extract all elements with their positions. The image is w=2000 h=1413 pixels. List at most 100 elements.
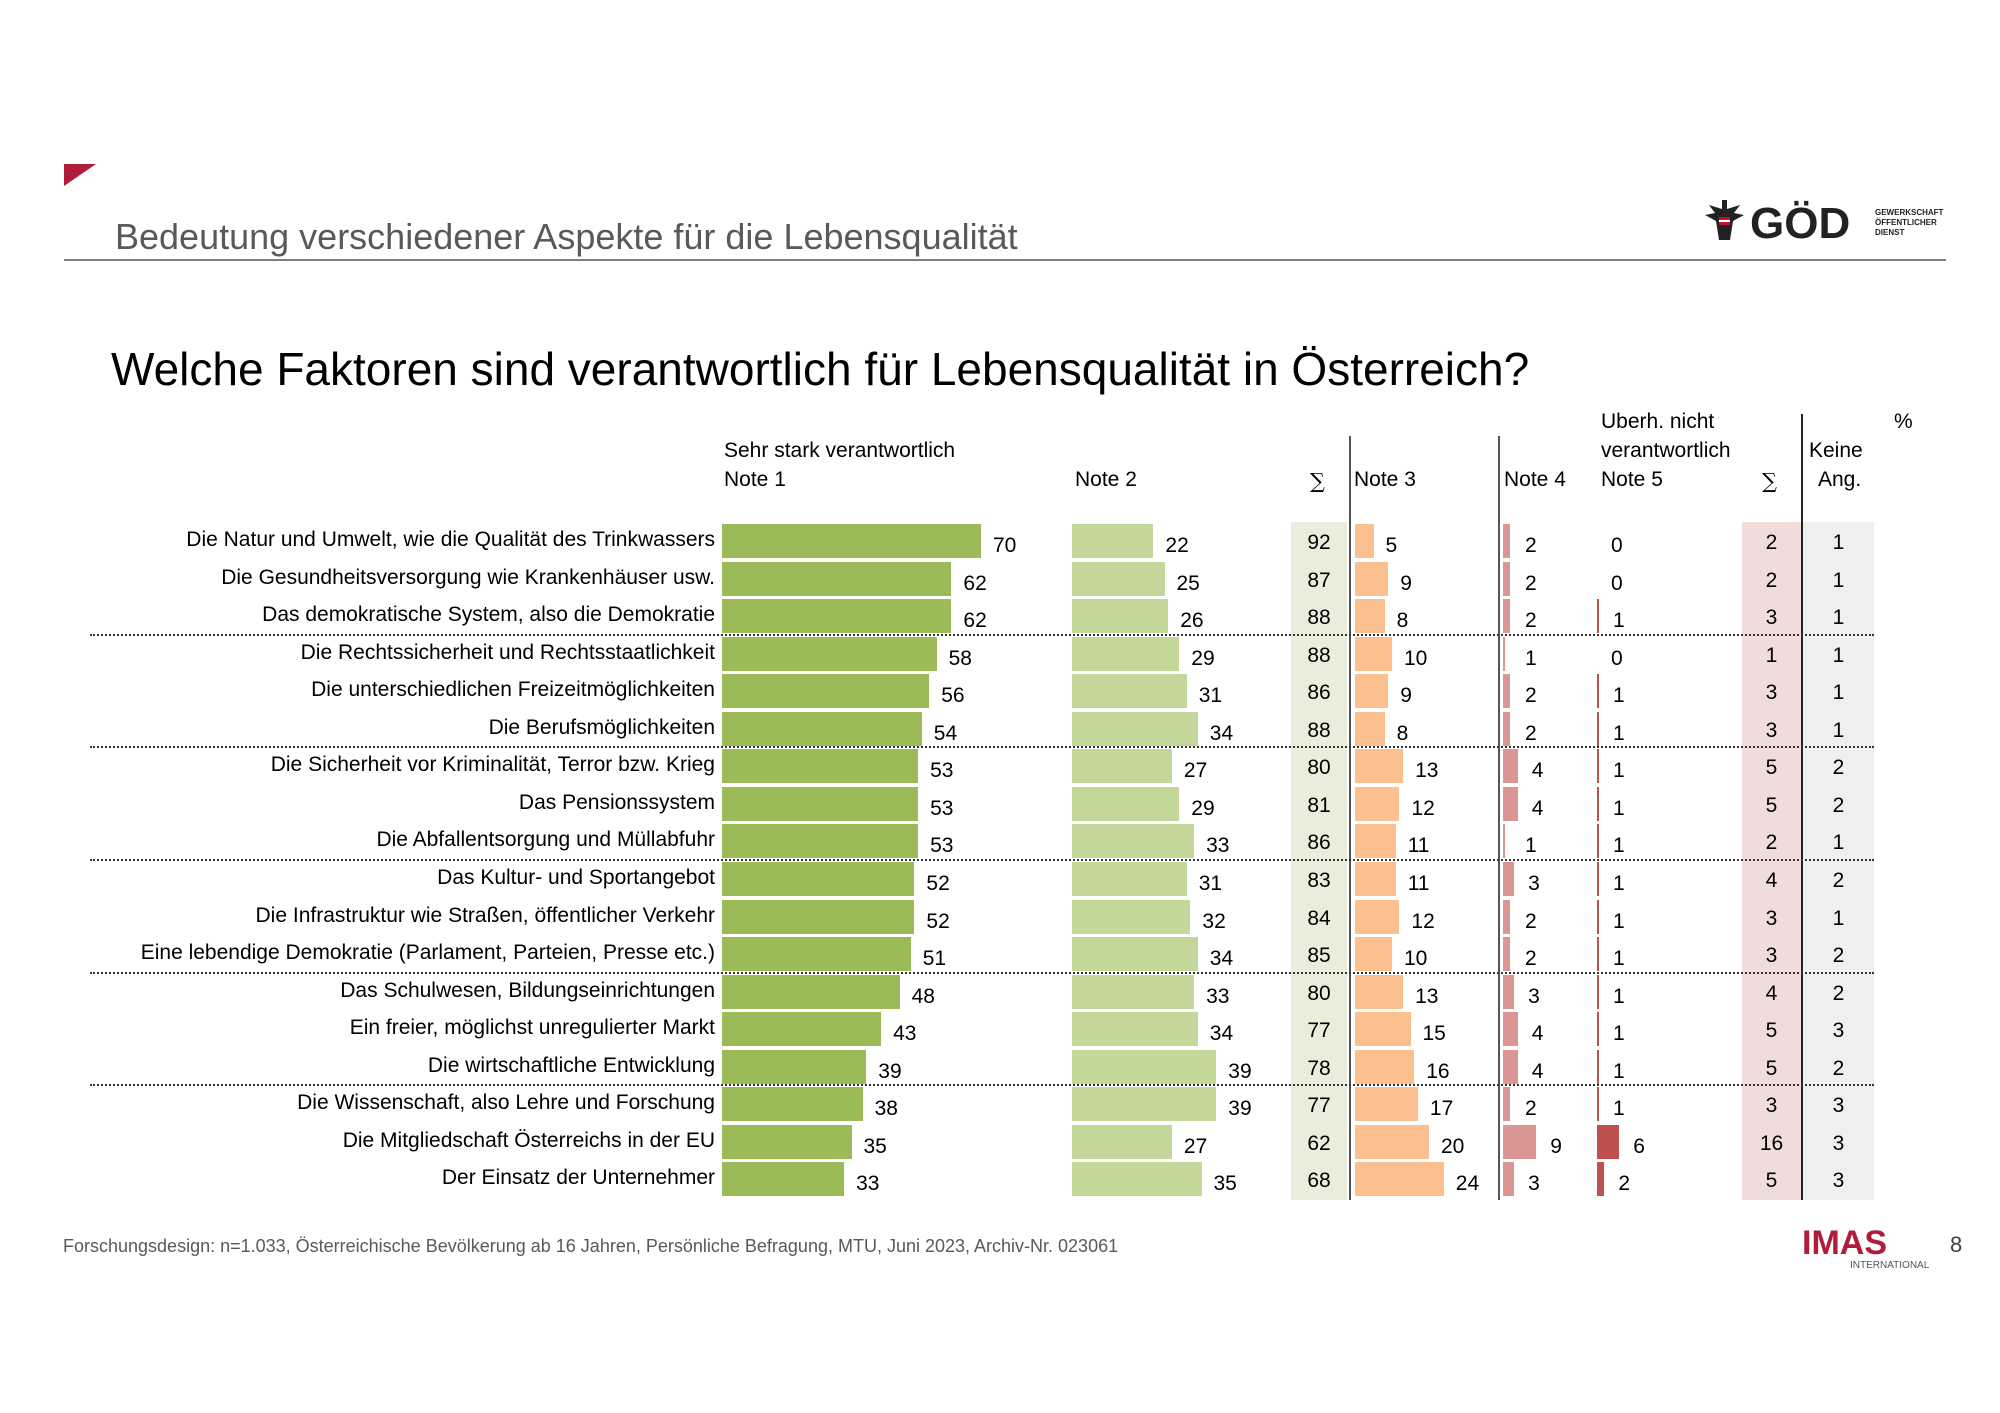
value-n5: 1 [1613, 759, 1625, 783]
value-n5: 6 [1633, 1134, 1645, 1158]
bar-n4 [1503, 674, 1511, 709]
value-n4: 2 [1525, 909, 1537, 933]
value-n2: 35 [1213, 1172, 1237, 1196]
bar-n5 [1597, 1012, 1599, 1047]
bar-n4 [1503, 861, 1515, 896]
group-separator [90, 1084, 1874, 1087]
bar-n4 [1503, 636, 1505, 671]
value-sum1: 83 [1307, 868, 1331, 892]
value-sum1: 88 [1307, 643, 1331, 667]
row-label: Die Wissenschaft, also Lehre und Forschu… [297, 1091, 715, 1115]
bar-n2 [1072, 937, 1198, 972]
value-sum2: 2 [1765, 831, 1778, 855]
value-n2: 34 [1209, 1022, 1234, 1046]
bar-n3 [1355, 524, 1374, 558]
value-n3: 11 [1407, 871, 1430, 895]
bar-n3 [1355, 899, 1400, 934]
unit-label: % [1894, 410, 1913, 433]
bar-n5 [1597, 786, 1599, 821]
value-n2: 25 [1176, 571, 1200, 595]
value-no-answer: 1 [1832, 568, 1845, 592]
bar-n5 [1597, 1087, 1599, 1122]
bar-n2 [1072, 749, 1172, 784]
header-no-answer-2: Ang. [1818, 468, 1862, 491]
value-sum2: 3 [1765, 606, 1778, 630]
bar-n3 [1355, 599, 1385, 634]
svg-text:DIENST: DIENST [1875, 228, 1904, 237]
value-n3: 9 [1400, 571, 1412, 595]
value-n3: 10 [1404, 646, 1428, 670]
bar-n5 [1597, 711, 1599, 746]
value-no-answer: 1 [1832, 831, 1845, 855]
bar-n1 [722, 636, 937, 671]
value-n1: 53 [930, 796, 954, 820]
bar-n2 [1072, 899, 1191, 934]
value-no-answer: 2 [1832, 756, 1845, 780]
bar-n2 [1072, 861, 1187, 896]
value-n3: 5 [1385, 534, 1398, 557]
value-no-answer: 2 [1832, 1056, 1845, 1080]
value-n2: 27 [1183, 1134, 1208, 1158]
value-no-answer: 1 [1832, 606, 1845, 630]
value-sum2: 1 [1765, 643, 1778, 667]
row-label: Das Pensionssystem [518, 790, 715, 814]
bar-n2 [1072, 824, 1195, 859]
row-label: Das demokratische System, also die Demok… [262, 603, 715, 627]
value-n2: 33 [1206, 984, 1230, 1008]
imas-logo: IMAS INTERNATIONAL [1802, 1224, 1930, 1271]
bar-n1 [722, 524, 981, 558]
value-n5: 1 [1613, 947, 1625, 971]
value-sum2: 5 [1765, 1056, 1778, 1080]
bar-n2 [1072, 561, 1165, 596]
bar-n1 [722, 749, 919, 784]
header-sum1: ∑ [1310, 469, 1325, 493]
value-n1: 62 [963, 571, 987, 595]
value-sum2: 3 [1765, 718, 1778, 742]
value-no-answer: 3 [1832, 1094, 1845, 1118]
bar-n2 [1072, 1124, 1172, 1159]
value-n2: 39 [1228, 1097, 1252, 1121]
value-sum2: 3 [1765, 944, 1778, 968]
value-n1: 70 [993, 534, 1017, 557]
value-n3: 17 [1429, 1097, 1454, 1121]
bar-n3 [1355, 1049, 1415, 1084]
value-n3: 8 [1396, 721, 1409, 745]
row-label: Die Mitgliedschaft Österreichs in der EU [342, 1128, 715, 1152]
value-n4: 1 [1525, 834, 1537, 858]
value-n4: 3 [1528, 984, 1540, 1008]
bar-n4 [1503, 899, 1511, 934]
value-n5: 2 [1618, 1172, 1631, 1196]
bar-n3 [1355, 937, 1392, 972]
header-note5-top2: verantwortlich [1601, 439, 1731, 462]
bar-n4 [1503, 711, 1511, 746]
bar-n1 [722, 974, 900, 1009]
value-sum2: 2 [1765, 531, 1778, 554]
bar-n1 [722, 599, 952, 634]
value-no-answer: 1 [1832, 906, 1845, 930]
bar-n4 [1503, 1012, 1518, 1047]
bar-n2 [1072, 711, 1198, 746]
value-n5: 1 [1613, 1059, 1625, 1083]
value-n2: 32 [1202, 909, 1226, 933]
value-n2: 33 [1206, 834, 1230, 858]
bar-n3 [1355, 749, 1404, 784]
bar-n4 [1503, 974, 1515, 1009]
value-sum2: 5 [1765, 1019, 1778, 1043]
group-separator [90, 858, 1874, 861]
value-sum2: 4 [1765, 981, 1778, 1005]
bar-n1 [722, 1012, 882, 1047]
value-n4: 2 [1525, 1097, 1537, 1121]
header-note1: Note 1 [724, 468, 786, 491]
value-n2: 31 [1198, 684, 1223, 708]
value-n1: 53 [930, 834, 954, 858]
bar-n2 [1072, 599, 1169, 634]
row-label: Eine lebendige Demokratie (Parlament, Pa… [140, 941, 715, 965]
row-label: Die wirtschaftliche Entwicklung [427, 1053, 715, 1077]
value-sum1: 86 [1307, 831, 1331, 855]
value-sum2: 2 [1765, 568, 1778, 592]
value-sum2: 3 [1765, 1094, 1778, 1118]
divider-note4 [1498, 436, 1500, 1200]
header-note3: Note 3 [1354, 468, 1416, 491]
row-label: Ein freier, möglichst unregulierter Mark… [349, 1016, 715, 1040]
group-separator [90, 746, 1874, 749]
